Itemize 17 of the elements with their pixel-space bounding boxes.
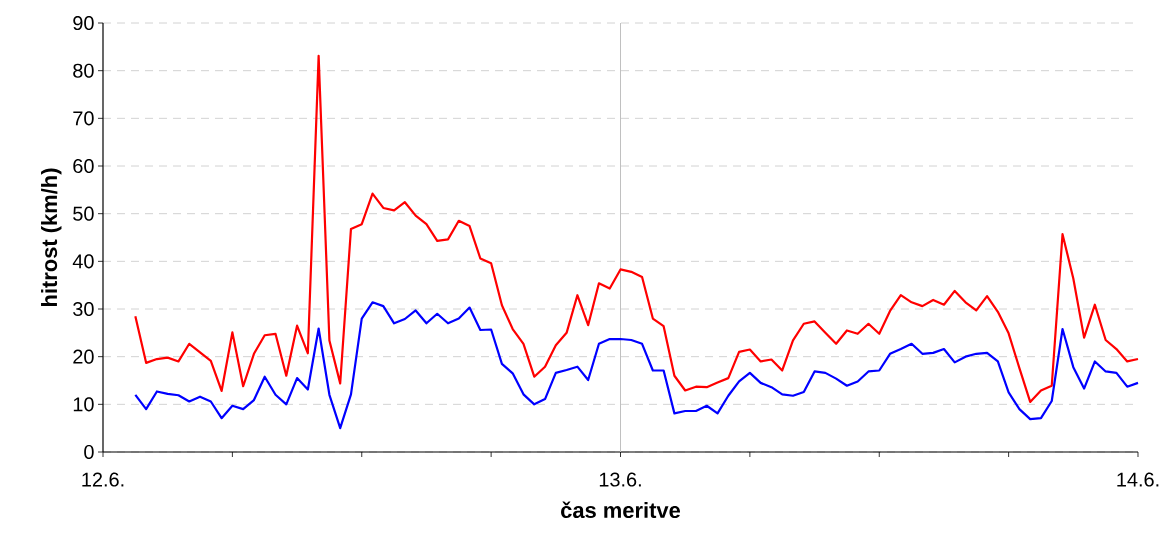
- x-tick-label: 13.6.: [599, 472, 641, 487]
- y-tick-label: 30: [73, 301, 94, 317]
- line-series: [134, 301, 1140, 430]
- y-tick-label: 90: [73, 15, 94, 31]
- y-tick-label: 20: [73, 349, 94, 364]
- y-tick-label: 10: [73, 397, 94, 412]
- y-tick-label: 80: [73, 63, 94, 78]
- x-tick-label: 14.6.: [1117, 472, 1159, 487]
- y-tick-label: 60: [73, 158, 94, 174]
- x-axis-title: čas meritve: [561, 501, 681, 519]
- line-series: [134, 54, 1140, 404]
- y-tick-label: 0: [84, 444, 94, 460]
- y-tick-label: 70: [73, 111, 94, 126]
- y-axis-title: hitrost (km/h): [41, 168, 62, 306]
- y-tick-label: 40: [72, 254, 94, 269]
- x-tick-label: 12.6.: [82, 472, 124, 487]
- y-tick-label: 50: [73, 206, 94, 221]
